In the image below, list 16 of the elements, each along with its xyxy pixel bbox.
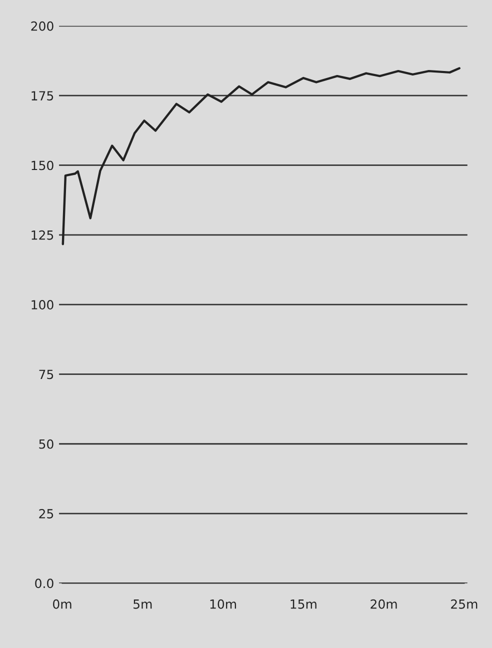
y-tick-label: 150 xyxy=(32,160,54,170)
y-tick-label: 125 xyxy=(32,230,54,240)
x-tick-label: 10m xyxy=(210,599,236,609)
y-tick-label: 0.0 xyxy=(35,578,54,588)
y-tick-label: 75 xyxy=(39,370,54,380)
y-tick-label: 175 xyxy=(32,91,54,101)
x-tick-label: 0m xyxy=(53,599,72,609)
y-tick-label: 100 xyxy=(32,300,54,310)
x-tick-label: 25m xyxy=(451,599,478,609)
y-tick-label: 200 xyxy=(31,21,54,31)
x-tick-label: 15m xyxy=(290,600,316,609)
line-series xyxy=(62,67,460,246)
y-tick-label: 25 xyxy=(39,509,54,518)
x-tick-label: 20m xyxy=(370,599,397,609)
y-tick-label: 50 xyxy=(39,439,54,449)
x-tick-label: 5m xyxy=(134,600,152,609)
